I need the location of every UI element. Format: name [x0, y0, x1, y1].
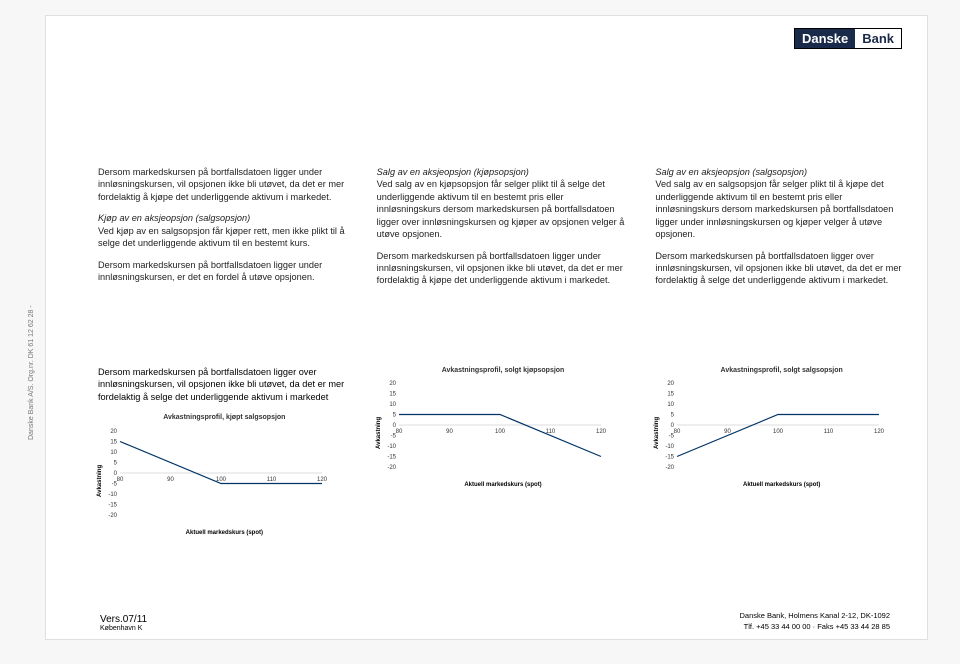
chart2-box: Avkastning 20151050-5-10-15-208090100110…: [377, 379, 630, 489]
svg-text:-15: -15: [108, 502, 117, 508]
svg-text:-20: -20: [387, 465, 396, 471]
svg-text:5: 5: [671, 413, 675, 419]
below-col-2: Avkastningsprofil, solgt kjøpsopsjon Avk…: [377, 366, 630, 490]
svg-text:5: 5: [392, 413, 396, 419]
svg-text:-20: -20: [666, 465, 675, 471]
svg-text:120: 120: [317, 477, 328, 483]
col-2: Salg av en aksjeopsjon (kjøpsopsjon) Ved…: [377, 166, 630, 296]
col1-h2: Kjøp av en aksjeopsjon (salgsopsjon): [98, 213, 250, 223]
svg-text:-10: -10: [666, 444, 675, 450]
svg-text:110: 110: [824, 429, 834, 435]
chart3-ylabel: Avkastning: [653, 417, 661, 449]
svg-text:90: 90: [167, 477, 174, 483]
col3-h1: Salg av en aksjeopsjon (salgsopsjon): [655, 167, 807, 177]
page: Danske Bank Dersom markedskursen på bort…: [45, 15, 928, 640]
chart3-title: Avkastningsprofil, solgt salgsopsjon: [655, 366, 908, 375]
svg-text:-10: -10: [387, 444, 396, 450]
col1-p1: Dersom markedskursen på bortfallsdatoen …: [98, 166, 351, 203]
chart2-svg: 20151050-5-10-15-208090100110120: [377, 379, 607, 479]
below-row: Dersom markedskursen på bortfallsdatoen …: [98, 366, 908, 537]
chart3-svg: 20151050-5-10-15-208090100110120: [655, 379, 885, 479]
text-columns: Dersom markedskursen på bortfallsdatoen …: [98, 166, 908, 296]
svg-text:20: 20: [668, 381, 675, 387]
svg-text:80: 80: [395, 429, 402, 435]
side-note: Danske Bank A/S. Org.nr. DK 61 12 62 28 …: [28, 305, 35, 440]
svg-text:110: 110: [267, 477, 277, 483]
svg-text:10: 10: [110, 450, 117, 456]
chart1-svg: 20151050-5-10-15-208090100110120: [98, 427, 328, 527]
svg-text:-20: -20: [108, 513, 117, 519]
col2-p2: Dersom markedskursen på bortfallsdatoen …: [377, 250, 630, 287]
col1-p3: Dersom markedskursen på bortfallsdatoen …: [98, 259, 351, 284]
footer-line1: Danske Bank, Holmens Kanal 2-12, DK-1092: [740, 611, 891, 622]
svg-text:80: 80: [674, 429, 681, 435]
svg-text:20: 20: [389, 381, 396, 387]
chart3-xlabel: Aktuell markedskurs (spot): [655, 481, 908, 489]
chart3-box: Avkastning 20151050-5-10-15-208090100110…: [655, 379, 908, 489]
svg-text:15: 15: [389, 392, 396, 398]
footer-right: Danske Bank, Holmens Kanal 2-12, DK-1092…: [740, 611, 891, 632]
logo: Danske Bank: [794, 28, 902, 49]
logo-left: Danske: [795, 29, 855, 48]
svg-text:100: 100: [495, 429, 506, 435]
svg-text:120: 120: [596, 429, 607, 435]
col1-p2: Ved kjøp av en salgsopsjon får kjøper re…: [98, 226, 345, 248]
below-text: Dersom markedskursen på bortfallsdatoen …: [98, 366, 351, 403]
col3-p1: Ved salg av en salgsopsjon får selger pl…: [655, 179, 893, 239]
svg-text:10: 10: [668, 402, 675, 408]
logo-right: Bank: [855, 29, 901, 48]
svg-text:90: 90: [446, 429, 453, 435]
chart2-ylabel: Avkastning: [375, 417, 383, 449]
col-1: Dersom markedskursen på bortfallsdatoen …: [98, 166, 351, 296]
svg-text:-15: -15: [666, 455, 675, 461]
footer-line2: Tlf. +45 33 44 00 00 · Faks +45 33 44 28…: [740, 622, 891, 633]
svg-text:15: 15: [668, 392, 675, 398]
below-col-3: Avkastningsprofil, solgt salgsopsjon Avk…: [655, 366, 908, 490]
chart1-title: Avkastningsprofil, kjøpt salgsopsjon: [98, 413, 351, 422]
version-main: Vers.07/11: [100, 614, 147, 625]
svg-text:80: 80: [117, 477, 124, 483]
chart2-title: Avkastningsprofil, solgt kjøpsopsjon: [377, 366, 630, 375]
col-3: Salg av en aksjeopsjon (salgsopsjon) Ved…: [655, 166, 908, 296]
col3-p2: Dersom markedskursen på bortfallsdatoen …: [655, 250, 908, 287]
svg-text:-15: -15: [387, 455, 396, 461]
below-col-1: Dersom markedskursen på bortfallsdatoen …: [98, 366, 351, 537]
chart2-xlabel: Aktuell markedskurs (spot): [377, 481, 630, 489]
col2-h1: Salg av en aksjeopsjon (kjøpsopsjon): [377, 167, 529, 177]
version-sub: København K: [100, 625, 147, 632]
svg-text:5: 5: [114, 460, 118, 466]
chart1-xlabel: Aktuell markedskurs (spot): [98, 529, 351, 537]
chart1-ylabel: Avkastning: [96, 465, 104, 497]
svg-text:20: 20: [110, 429, 117, 435]
svg-text:15: 15: [110, 439, 117, 445]
chart1-box: Avkastning 20151050-5-10-15-208090100110…: [98, 427, 351, 537]
col2-p1: Ved salg av en kjøpsopsjon får selger pl…: [377, 179, 625, 239]
svg-text:-10: -10: [108, 492, 117, 498]
svg-text:120: 120: [874, 429, 885, 435]
version: Vers.07/11 København K: [100, 614, 147, 632]
svg-text:10: 10: [389, 402, 396, 408]
svg-text:100: 100: [773, 429, 784, 435]
